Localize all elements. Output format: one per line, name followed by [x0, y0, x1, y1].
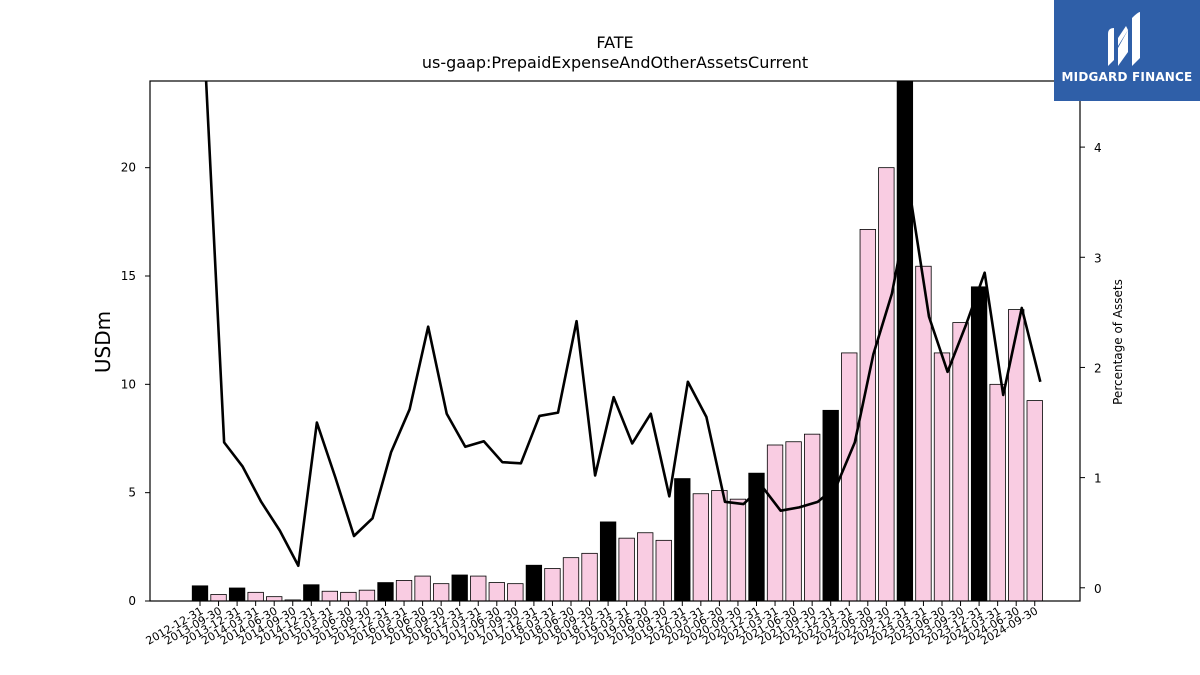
bar — [785, 441, 802, 601]
bar — [933, 352, 951, 601]
bar — [618, 537, 635, 601]
bar — [841, 352, 858, 601]
y-tick-label-right: 2 — [1094, 361, 1102, 375]
plot-frame — [149, 80, 1081, 602]
bar — [896, 81, 914, 601]
bar — [210, 594, 227, 601]
bar — [1026, 400, 1043, 601]
bar — [303, 584, 320, 601]
bar — [395, 580, 413, 601]
midgard-logo-icon — [1108, 12, 1140, 66]
bar — [507, 583, 524, 601]
bar — [748, 472, 765, 601]
bar — [228, 587, 246, 601]
bar — [247, 591, 264, 601]
bar — [692, 493, 709, 601]
bar — [859, 229, 876, 601]
bar — [952, 322, 969, 601]
bar — [822, 409, 839, 601]
bar — [544, 568, 561, 601]
bar — [525, 564, 543, 601]
y-tick-label-left: 20 — [121, 161, 136, 175]
line-series — [204, 81, 1042, 568]
bar — [414, 575, 431, 601]
bar — [581, 552, 598, 601]
bar — [766, 444, 784, 601]
y-tick-label-right: 3 — [1094, 251, 1102, 265]
bar — [637, 532, 654, 601]
chart-subtitle: us-gaap:PrepaidExpenseAndOtherAssetsCurr… — [422, 53, 808, 72]
logo-text: MIDGARD FINANCE — [1061, 70, 1193, 84]
percentage-line — [204, 81, 1042, 568]
bar — [562, 557, 580, 601]
y-tick-label-right: 0 — [1094, 582, 1102, 596]
bar — [655, 539, 672, 601]
bar — [989, 383, 1006, 601]
bar — [340, 591, 357, 601]
y-tick-label-right: 1 — [1094, 472, 1102, 486]
bar — [191, 585, 209, 601]
bar — [1008, 309, 1025, 601]
y-tick-label-right: 4 — [1094, 141, 1102, 155]
bar — [729, 498, 747, 601]
bar — [915, 265, 932, 601]
midgard-finance-logo: MIDGARD FINANCE — [1054, 0, 1200, 101]
bar — [711, 490, 728, 601]
bar — [970, 286, 988, 601]
bar — [432, 583, 450, 601]
bar — [321, 590, 339, 601]
bar — [266, 596, 283, 601]
chart-title: FATE — [596, 33, 633, 52]
bar — [470, 575, 487, 601]
bar — [451, 574, 468, 601]
axes: 05101520012342012-12-312013-09-302013-12… — [121, 80, 1102, 648]
bar — [804, 433, 821, 601]
bar — [674, 478, 691, 601]
y-tick-label-left: 5 — [128, 486, 136, 500]
y-tick-label-left: 0 — [128, 594, 136, 608]
y-tick-label-left: 15 — [121, 269, 136, 283]
bar — [488, 582, 505, 601]
bar — [599, 521, 617, 601]
bar — [878, 167, 895, 601]
y-axis-label-right: Percentage of Assets — [1111, 279, 1125, 405]
y-axis-label-left: USDm — [91, 311, 115, 373]
bar — [377, 582, 394, 601]
bar — [358, 589, 376, 601]
y-tick-label-left: 10 — [121, 377, 136, 391]
bar-series — [191, 81, 1043, 601]
